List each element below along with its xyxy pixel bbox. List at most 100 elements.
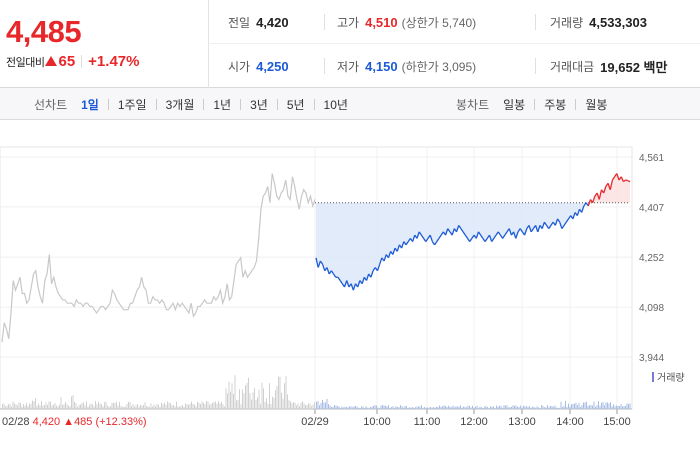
volume-bar bbox=[228, 381, 230, 409]
stat-prev-close: 전일 4,420 bbox=[228, 0, 289, 44]
volume-bar bbox=[93, 406, 95, 409]
chart-labels: 4,561 4,407 4,252 4,098 3,944 02/29 10:00 11:00… bbox=[2, 153, 685, 428]
volume-bar bbox=[578, 403, 580, 409]
volume-bar bbox=[439, 405, 440, 409]
volume-bar bbox=[260, 404, 261, 409]
tab-5y[interactable]: 5년 bbox=[286, 97, 305, 112]
price-segment-down bbox=[405, 241, 409, 246]
volume-bar bbox=[162, 404, 164, 409]
volume-bar bbox=[168, 402, 170, 409]
price-segment-down bbox=[462, 231, 466, 236]
volume-bar bbox=[374, 405, 376, 409]
tab-weekly-candle[interactable]: 주봉 bbox=[544, 97, 567, 112]
price-segment-down bbox=[541, 221, 545, 229]
volume-bar bbox=[261, 382, 263, 409]
price-segment-down bbox=[416, 231, 420, 239]
price-segment-down bbox=[523, 228, 528, 236]
tab-1y[interactable]: 1년 bbox=[213, 97, 232, 112]
quote-stats: 전일 4,420 고가 4,510 (상한가 5,740) 거래량 4,533,… bbox=[210, 0, 700, 88]
volume-bar bbox=[419, 406, 421, 409]
volume-bar bbox=[48, 401, 50, 409]
volume-bar bbox=[494, 407, 496, 409]
volume-bars bbox=[2, 375, 631, 409]
volume-bar bbox=[201, 401, 203, 409]
volume-bar bbox=[212, 402, 213, 409]
volume-bar bbox=[476, 405, 478, 409]
volume-bar bbox=[473, 407, 475, 409]
volume-bar bbox=[538, 407, 539, 409]
volume-bar bbox=[598, 401, 599, 409]
x-tick-label: 14:00 bbox=[556, 416, 584, 428]
volume-bar bbox=[562, 406, 563, 409]
volume-bar bbox=[397, 406, 398, 409]
volume-bar bbox=[176, 401, 177, 409]
volume-bar bbox=[200, 404, 201, 409]
volume-bar bbox=[107, 405, 108, 409]
price-segment-up bbox=[627, 180, 631, 183]
price-segment-down bbox=[488, 234, 493, 242]
volume-bar bbox=[77, 406, 78, 409]
price-segment-down bbox=[343, 280, 348, 288]
volume-bar bbox=[460, 405, 461, 409]
volume-bar bbox=[102, 406, 104, 409]
above-reference-area bbox=[316, 173, 630, 203]
volume-bar bbox=[87, 406, 89, 409]
volume-bar bbox=[258, 389, 260, 409]
volume-bar bbox=[20, 403, 21, 409]
stats-row-1: 전일 4,420 고가 4,510 (상한가 5,740) 거래량 4,533,… bbox=[210, 0, 700, 44]
volume-bar bbox=[611, 406, 613, 409]
volume-bar bbox=[81, 402, 83, 409]
price-segment-down bbox=[572, 212, 576, 220]
tab-daily-candle[interactable]: 일봉 bbox=[503, 97, 526, 112]
tab-3m[interactable]: 3개월 bbox=[165, 97, 195, 112]
volume-bar bbox=[5, 406, 6, 409]
volume-bar bbox=[171, 405, 173, 409]
chart-tab-bar: 선차트 1일 1주일 3개월 1년 3년 5년 10년 봉차트 일봉 주봉 월봉 bbox=[0, 88, 700, 120]
price-segment-down bbox=[502, 234, 506, 239]
volume-bar bbox=[242, 389, 243, 409]
price-segment-down bbox=[554, 218, 559, 226]
price-segment-down bbox=[383, 254, 387, 262]
volume-bar bbox=[308, 403, 309, 409]
volume-bar bbox=[344, 406, 346, 409]
volume-bar bbox=[264, 401, 266, 409]
tab-1w[interactable]: 1주일 bbox=[117, 97, 147, 112]
volume-bar bbox=[243, 393, 245, 409]
volume-bar bbox=[403, 407, 404, 409]
volume-bar bbox=[120, 405, 122, 409]
volume-bar bbox=[204, 404, 206, 409]
volume-bar bbox=[149, 406, 150, 409]
price-chart[interactable]: 4,561 4,407 4,252 4,098 3,944 02/29 10:00 11:00… bbox=[0, 120, 700, 450]
volume-bar bbox=[108, 406, 110, 409]
volume-bar bbox=[503, 405, 505, 409]
price-segment-down bbox=[370, 270, 374, 278]
volume-bar bbox=[454, 407, 455, 409]
chart-lines bbox=[1, 173, 631, 343]
tab-10y[interactable]: 10년 bbox=[323, 97, 348, 112]
volume-bar bbox=[291, 403, 293, 409]
stat-value: 4,510 bbox=[365, 14, 398, 30]
price-segment-down bbox=[396, 244, 401, 252]
volume-bar bbox=[39, 405, 41, 409]
volume-bar bbox=[316, 401, 317, 409]
volume-bar bbox=[496, 405, 497, 409]
tab-monthly-candle[interactable]: 월봉 bbox=[585, 97, 608, 112]
volume-bar bbox=[470, 407, 472, 409]
price-segment-down bbox=[444, 228, 449, 236]
volume-bar bbox=[207, 401, 209, 409]
tab-1d[interactable]: 1일 bbox=[81, 97, 99, 112]
tab-3y[interactable]: 3년 bbox=[250, 97, 268, 112]
stat-trade-value: 거래대금 19,652 백만 bbox=[550, 44, 667, 88]
volume-bar bbox=[550, 405, 551, 409]
y-tick-label: 4,098 bbox=[639, 303, 664, 314]
volume-bar bbox=[140, 404, 141, 409]
volume-bar bbox=[392, 406, 394, 409]
volume-bar bbox=[203, 402, 204, 409]
volume-bar bbox=[329, 405, 331, 409]
volume-bar bbox=[568, 403, 569, 409]
volume-bar bbox=[371, 406, 373, 409]
price-segment-down bbox=[420, 234, 425, 239]
y-tick-label: 3,944 bbox=[639, 353, 664, 364]
volume-bar bbox=[586, 401, 587, 409]
volume-bar bbox=[84, 405, 86, 409]
